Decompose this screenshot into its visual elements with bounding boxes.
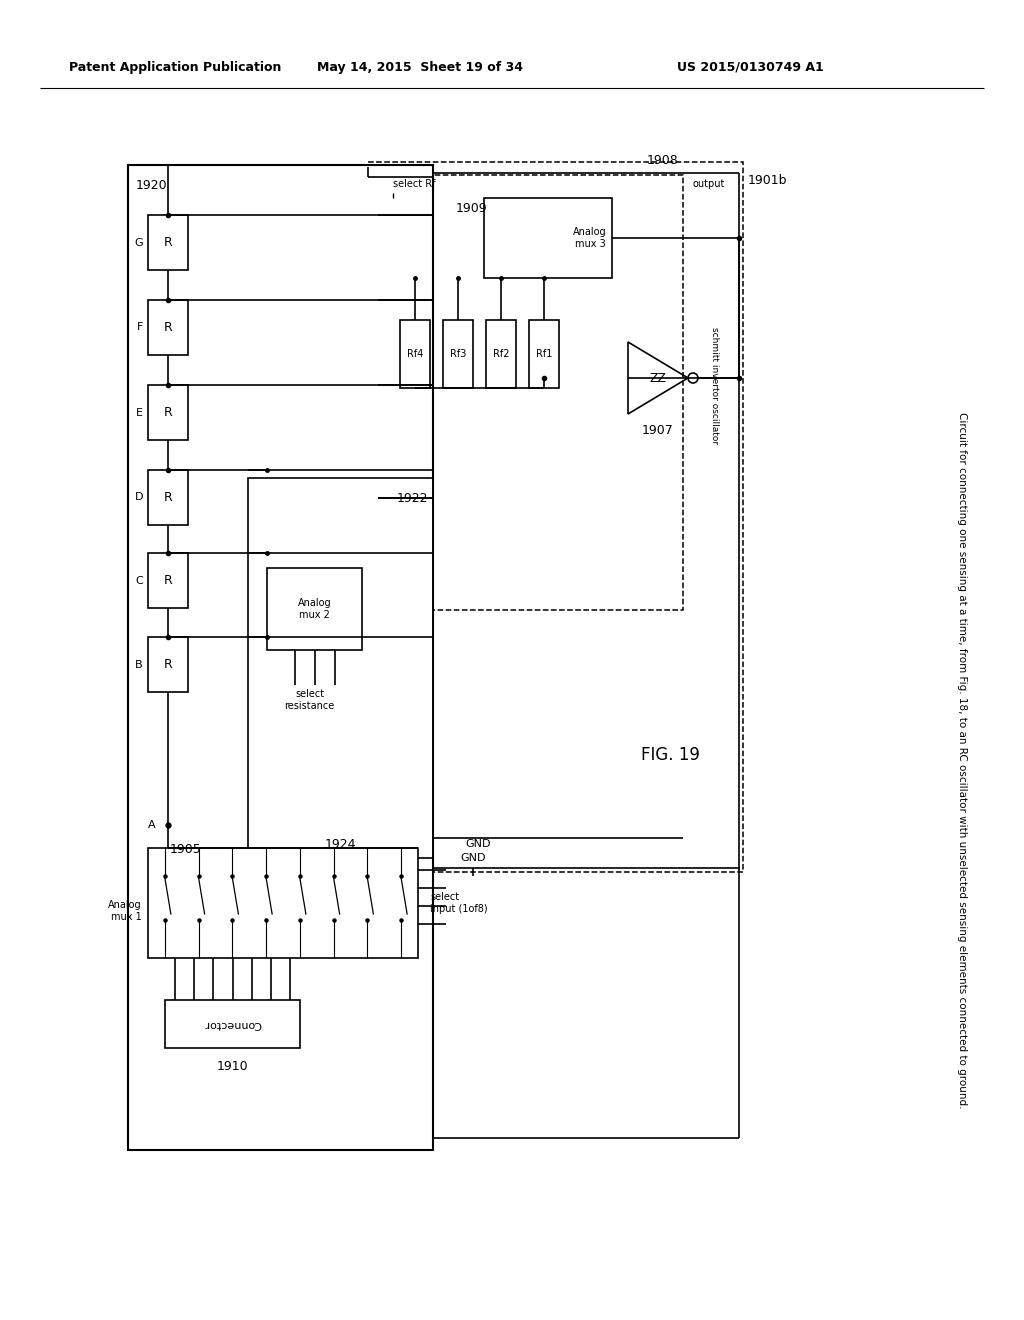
Bar <box>148 638 188 692</box>
Text: Rf4: Rf4 <box>407 348 423 359</box>
Text: D: D <box>134 492 143 503</box>
Text: R: R <box>164 491 172 504</box>
Text: 1907: 1907 <box>642 424 674 437</box>
Text: 1905: 1905 <box>170 843 202 855</box>
Text: Analog
mux 2: Analog mux 2 <box>298 598 332 620</box>
Text: 1924: 1924 <box>325 837 356 850</box>
Text: R: R <box>164 236 172 249</box>
Text: schmitt invertor oscillator: schmitt invertor oscillator <box>710 327 719 445</box>
Bar <box>443 319 473 388</box>
Text: FIG. 19: FIG. 19 <box>641 746 699 764</box>
Text: 1920: 1920 <box>136 180 168 191</box>
Bar <box>148 385 188 440</box>
Bar <box>368 162 743 873</box>
Text: B: B <box>135 660 143 669</box>
Text: output: output <box>692 180 725 189</box>
Text: R: R <box>164 574 172 587</box>
Text: Rf2: Rf2 <box>493 348 509 359</box>
Text: select
input (1of8): select input (1of8) <box>430 892 487 913</box>
Text: 1908: 1908 <box>647 154 679 168</box>
Text: US 2015/0130749 A1: US 2015/0130749 A1 <box>677 61 823 74</box>
Text: Connector: Connector <box>204 1019 261 1030</box>
Text: R: R <box>164 321 172 334</box>
Bar <box>378 176 683 610</box>
Text: Circuit for connecting one sensing at a time, from Fig. 18, to an RC oscillator : Circuit for connecting one sensing at a … <box>957 412 967 1109</box>
Bar <box>267 568 362 649</box>
Bar <box>148 470 188 525</box>
Bar <box>400 319 430 388</box>
Bar <box>148 553 188 609</box>
Text: May 14, 2015  Sheet 19 of 34: May 14, 2015 Sheet 19 of 34 <box>317 61 523 74</box>
Bar <box>484 198 612 279</box>
Bar <box>148 847 418 958</box>
Text: GND: GND <box>465 840 490 849</box>
Text: F: F <box>136 322 143 333</box>
Text: select
resistance: select resistance <box>285 689 335 710</box>
Text: Analog
mux 3: Analog mux 3 <box>573 227 607 248</box>
Bar <box>165 1001 300 1048</box>
Text: R: R <box>164 657 172 671</box>
Text: 1910: 1910 <box>217 1060 248 1072</box>
Bar <box>486 319 516 388</box>
Text: G: G <box>134 238 143 248</box>
Text: A: A <box>148 820 156 830</box>
Bar <box>148 300 188 355</box>
Bar <box>128 165 433 1150</box>
Text: Patent Application Publication: Patent Application Publication <box>69 61 282 74</box>
Text: E: E <box>136 408 143 417</box>
Bar <box>148 215 188 271</box>
Text: select Rf: select Rf <box>393 180 435 189</box>
Text: R: R <box>164 407 172 418</box>
Text: 1901b: 1901b <box>748 174 787 187</box>
Text: ZZ: ZZ <box>649 371 667 384</box>
Text: 1922: 1922 <box>396 492 428 506</box>
Text: Rf3: Rf3 <box>450 348 466 359</box>
Text: GND: GND <box>460 853 485 863</box>
Text: 1909: 1909 <box>456 202 487 214</box>
Text: C: C <box>135 576 143 586</box>
Bar <box>248 478 433 858</box>
Text: Analog
mux 1: Analog mux 1 <box>109 900 142 921</box>
Text: Rf1: Rf1 <box>536 348 552 359</box>
Bar <box>529 319 559 388</box>
